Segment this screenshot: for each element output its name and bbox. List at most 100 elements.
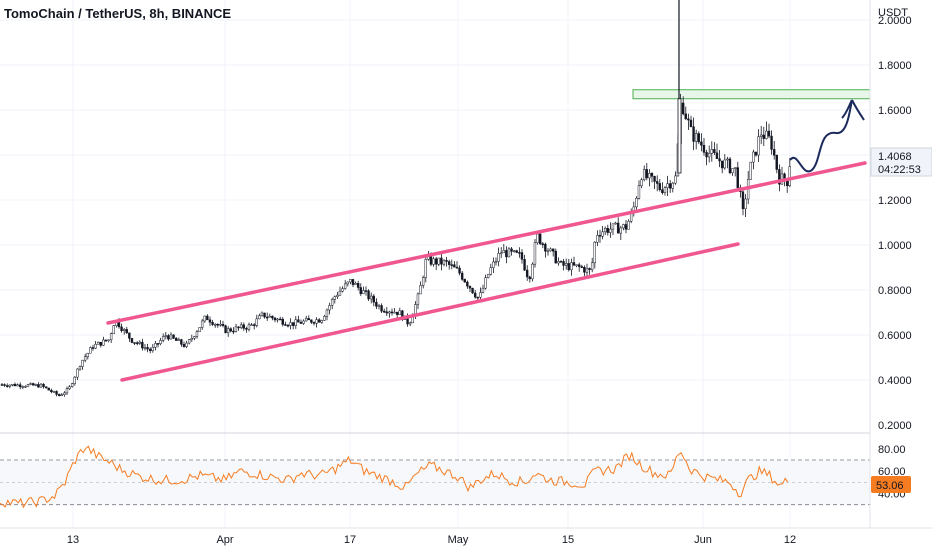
candle-body xyxy=(265,316,269,319)
candle-body xyxy=(635,198,638,208)
candle-body xyxy=(47,387,50,391)
candle-body xyxy=(268,315,271,318)
candle-body xyxy=(312,322,316,324)
candle-body xyxy=(203,315,206,322)
candle-body xyxy=(39,383,43,388)
rsi-current-value: 53.06 xyxy=(876,480,904,492)
candle-body xyxy=(609,228,612,233)
candle-body xyxy=(492,261,495,268)
candle-body xyxy=(562,261,565,266)
candle-body xyxy=(364,290,368,292)
candle-body xyxy=(232,330,235,333)
candle-body xyxy=(637,185,641,199)
candle-body xyxy=(359,287,362,294)
candle-body xyxy=(627,221,630,230)
time-axis[interactable]: 13 Apr 17 May 15 Jun 12 xyxy=(0,527,932,546)
candle-body xyxy=(60,394,63,397)
candle-body xyxy=(24,386,27,388)
rsi-pane[interactable] xyxy=(0,445,870,509)
candle-body xyxy=(655,181,659,184)
candle-body xyxy=(713,149,716,154)
candle-body xyxy=(715,152,719,159)
candle-body xyxy=(164,335,167,337)
candle-body xyxy=(341,288,344,292)
candle-body xyxy=(661,189,664,194)
candle-body xyxy=(34,384,37,386)
candle-body xyxy=(94,344,97,349)
candle-body xyxy=(237,326,240,329)
candle-body xyxy=(73,376,76,384)
candle-body xyxy=(242,324,245,329)
candle-body xyxy=(481,287,485,293)
candle-body xyxy=(297,319,300,323)
candle-body xyxy=(437,257,440,265)
time-tick-label: Jun xyxy=(694,534,712,546)
candle-body xyxy=(356,283,360,288)
countdown-timer: 04:22:53 xyxy=(878,164,921,176)
candle-body xyxy=(320,320,323,323)
candle-body xyxy=(271,315,274,319)
candle-body xyxy=(512,250,516,252)
candle-body xyxy=(778,169,781,185)
resistance-zone-box xyxy=(632,89,871,100)
candle-body xyxy=(697,133,700,143)
candle-body xyxy=(128,332,131,339)
price-tick-label: 1.0000 xyxy=(878,240,912,252)
candle-body xyxy=(330,299,334,306)
candle-body xyxy=(65,388,69,394)
price-tick-label: 0.2000 xyxy=(878,420,912,432)
candle-body xyxy=(91,347,95,349)
candle-body xyxy=(107,339,110,342)
candle-body xyxy=(291,322,295,326)
candle-body xyxy=(476,296,479,299)
candle-body xyxy=(221,323,225,326)
candle-body xyxy=(775,154,778,170)
candle-body xyxy=(315,319,318,324)
candle-body xyxy=(185,342,188,347)
candle-body xyxy=(606,228,609,233)
candle-body xyxy=(590,262,594,270)
candle-body xyxy=(549,248,552,252)
candle-body xyxy=(447,261,451,265)
candle-body xyxy=(544,243,547,252)
candle-body xyxy=(611,223,615,230)
candle-body xyxy=(169,334,173,340)
candle-body xyxy=(42,383,45,387)
candle-body xyxy=(510,248,513,252)
candle-body xyxy=(505,250,508,258)
candle-body xyxy=(601,231,604,237)
candle-body xyxy=(520,252,524,260)
candle-body xyxy=(770,135,773,150)
candle-body xyxy=(531,263,534,280)
candle-body xyxy=(224,325,227,334)
candle-body xyxy=(757,136,760,156)
candle-body xyxy=(533,242,537,265)
candle-body xyxy=(338,290,342,296)
candle-body xyxy=(190,338,193,340)
candle-body xyxy=(177,339,180,341)
candle-body xyxy=(645,169,648,179)
price-tick-label: 0.4000 xyxy=(878,375,912,387)
candle-body xyxy=(146,347,149,350)
candle-body xyxy=(382,310,386,313)
candle-body xyxy=(213,323,217,326)
candle-body xyxy=(726,158,729,161)
candle-body xyxy=(541,243,544,246)
candle-body xyxy=(619,227,622,234)
candle-body xyxy=(564,263,568,266)
candle-body xyxy=(206,315,209,321)
candle-body xyxy=(328,305,331,311)
candle-body xyxy=(0,384,4,386)
candle-body xyxy=(133,342,136,344)
candle-body xyxy=(11,383,14,386)
candle-body xyxy=(273,317,277,321)
candle-body xyxy=(421,277,425,286)
candle-body xyxy=(70,383,74,387)
candle-body xyxy=(585,268,589,273)
candle-body xyxy=(432,258,435,265)
candle-body xyxy=(453,264,456,268)
candle-body xyxy=(250,324,253,326)
candle-body xyxy=(198,327,201,332)
